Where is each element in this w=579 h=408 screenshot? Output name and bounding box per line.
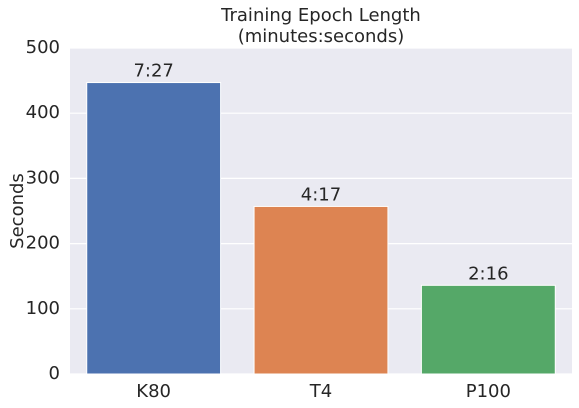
x-tick-label: K80: [136, 381, 171, 402]
chart-subtitle: (minutes:seconds): [238, 26, 405, 47]
value-label: 7:27: [133, 61, 173, 82]
value-label: 2:16: [468, 263, 508, 284]
bar: [253, 205, 389, 375]
value-label: 4:17: [301, 184, 341, 205]
bar: [420, 284, 556, 375]
y-tick-label: 200: [26, 233, 60, 254]
chart-title: Training Epoch Length: [220, 5, 421, 26]
y-tick-label: 0: [49, 363, 60, 384]
bar: [86, 82, 222, 375]
y-tick-label: 500: [26, 37, 60, 58]
y-tick-label: 300: [26, 167, 60, 188]
x-tick-label: T4: [309, 381, 332, 402]
y-tick-label: 100: [26, 298, 60, 319]
x-tick-label: P100: [466, 381, 511, 402]
y-tick-label: 400: [26, 102, 60, 123]
y-axis-label: Seconds: [7, 173, 28, 249]
